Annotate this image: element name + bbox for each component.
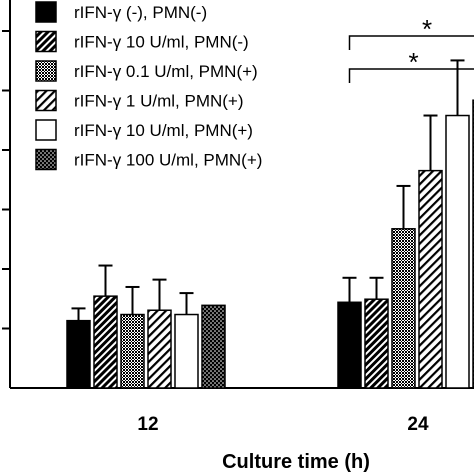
legend-label: rIFN-γ 100 U/ml, PMN(+) (74, 151, 262, 170)
legend-label: rIFN-γ 10 U/ml, PMN(+) (74, 121, 253, 140)
significance-mark: * (422, 14, 432, 44)
significance-mark: * (408, 47, 418, 77)
legend-item: rIFN-γ 100 U/ml, PMN(+) (35, 148, 262, 171)
bar (364, 298, 389, 389)
legend-label: rIFN-γ 0.1 U/ml, PMN(+) (74, 62, 258, 81)
x-tick-labels: 12 24 (137, 414, 429, 435)
legend-item: rIFN-γ 0.1 U/ml, PMN(+) (35, 60, 258, 82)
bar (445, 114, 470, 389)
bar (147, 309, 172, 389)
bars-group (66, 99, 474, 389)
legend-item: rIFN-γ 10 U/ml, PMN(-) (35, 30, 249, 53)
legend-swatch (35, 89, 57, 112)
legend-swatch (35, 119, 57, 141)
significance-bracket (348, 35, 474, 50)
legend-label: rIFN-γ 10 U/ml, PMN(-) (74, 33, 249, 52)
legend-swatch (35, 148, 57, 171)
bar (174, 313, 199, 389)
bar (391, 228, 416, 389)
legend-item: rIFN-γ 10 U/ml, PMN(+) (35, 119, 253, 141)
y-ticks (2, 30, 10, 330)
bar (201, 304, 226, 389)
legend-swatch (35, 60, 57, 82)
error-bars-group (71, 59, 465, 321)
significance-bracket (348, 68, 474, 83)
legend-label: rIFN-γ 1 U/ml, PMN(+) (74, 92, 244, 111)
legend-label: rIFN-γ (-), PMN(-) (74, 3, 207, 22)
legend-item: rIFN-γ (-), PMN(-) (35, 1, 207, 23)
x-tick-label: 24 (407, 414, 429, 435)
legend-item: rIFN-γ 1 U/ml, PMN(+) (35, 89, 244, 112)
bar (93, 295, 118, 389)
bar (337, 301, 362, 389)
bar (120, 313, 145, 389)
x-axis-title: Culture time (h) (222, 451, 370, 473)
x-tick-label: 12 (137, 414, 158, 435)
significance-brackets: ** (348, 14, 474, 83)
legend-swatch (35, 1, 57, 23)
legend: rIFN-γ (-), PMN(-) rIFN-γ 10 U/ml, PMN(-)… (35, 1, 262, 171)
legend-swatch (35, 30, 57, 53)
bar (418, 169, 443, 389)
bar (66, 319, 91, 389)
